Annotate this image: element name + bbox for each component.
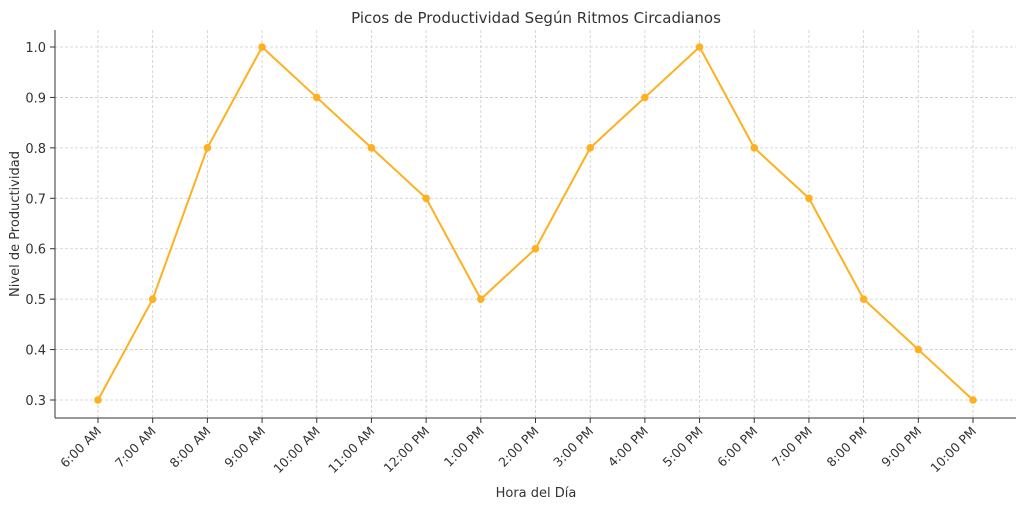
- data-point: [531, 244, 540, 253]
- x-tick-label: 2:00 PM: [495, 424, 541, 470]
- x-tick-label: 9:00 AM: [221, 424, 268, 471]
- x-tick-label: 1:00 PM: [441, 424, 487, 470]
- x-axis-label: Hora del Día: [496, 486, 577, 501]
- x-axis-ticks: 6:00 AM 7:00 AM 8:00 AM 9:00 AM 10:00 AM 11:0…: [57, 418, 979, 476]
- data-point: [969, 396, 977, 404]
- data-point: [94, 396, 102, 404]
- data-point: [422, 194, 430, 203]
- data-point: [477, 295, 485, 303]
- data-point: [367, 144, 376, 152]
- x-tick-label: 3:00 PM: [550, 424, 596, 470]
- x-tick-label: 10:00 PM: [927, 424, 979, 476]
- data-point: [914, 345, 923, 354]
- x-tick-label: 10:00 AM: [270, 424, 323, 477]
- x-tick-label: 5:00 PM: [659, 424, 705, 470]
- data-point: [312, 93, 321, 102]
- y-tick-label: 0.8: [25, 142, 46, 157]
- data-point: [641, 93, 649, 102]
- data-point: [258, 43, 266, 51]
- chart-title: Picos de Productividad Según Ritmos Circ…: [351, 9, 721, 27]
- data-point: [203, 144, 212, 152]
- y-tick-label: 0.5: [25, 293, 46, 308]
- x-tick-label: 7:00 AM: [112, 424, 159, 471]
- data-point: [859, 295, 868, 303]
- x-tick-label: 6:00 AM: [57, 424, 104, 471]
- grid-lines: [55, 30, 1016, 418]
- y-tick-label: 0.6: [25, 243, 46, 258]
- y-tick-label: 0.3: [25, 394, 46, 409]
- x-tick-label: 6:00 PM: [714, 424, 760, 470]
- x-tick-label: 9:00 PM: [878, 424, 924, 470]
- y-axis-ticks: 0.3 0.4 0.5 0.6 0.7 0.8 0.9 1.0: [25, 41, 55, 409]
- data-series: [94, 43, 977, 404]
- y-tick-label: 0.7: [25, 192, 46, 207]
- data-point: [148, 295, 157, 303]
- x-tick-label: 12:00 PM: [380, 424, 432, 476]
- y-tick-label: 0.9: [25, 91, 46, 106]
- x-tick-label: 11:00 AM: [325, 424, 378, 477]
- x-tick-label: 8:00 PM: [824, 424, 870, 470]
- x-tick-label: 4:00 PM: [605, 424, 651, 470]
- x-tick-label: 7:00 PM: [769, 424, 815, 470]
- data-point: [750, 144, 759, 152]
- y-axis-label: Nivel de Productividad: [8, 151, 23, 297]
- y-tick-label: 1.0: [25, 41, 46, 56]
- x-tick-label: 8:00 AM: [167, 424, 214, 471]
- axes: [54, 30, 1016, 419]
- data-point: [695, 43, 704, 51]
- y-tick-label: 0.4: [25, 344, 46, 359]
- data-point: [586, 144, 594, 152]
- data-point: [805, 194, 813, 203]
